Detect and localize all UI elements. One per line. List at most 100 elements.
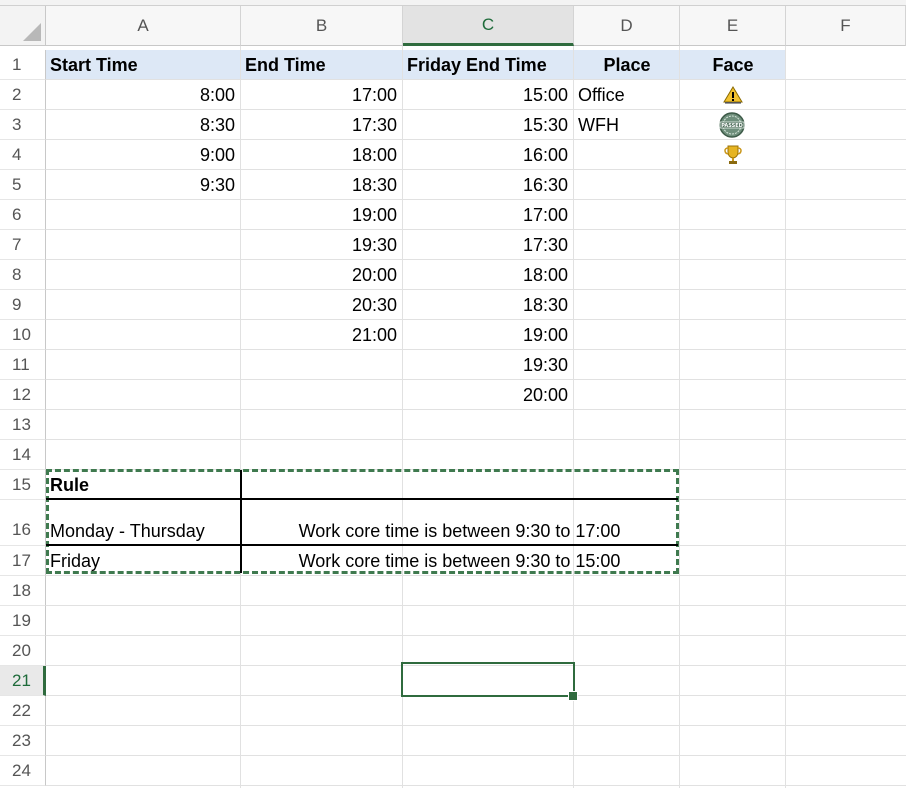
- rule-day-mon-thu[interactable]: Monday - Thursday: [50, 521, 205, 541]
- copy-marquee-border: [46, 469, 679, 574]
- header-face[interactable]: Face: [712, 55, 754, 75]
- cell-c3[interactable]: 15:30: [522, 115, 568, 135]
- gridline: [46, 785, 906, 786]
- rule-day-friday[interactable]: Friday: [50, 551, 101, 571]
- rule-title[interactable]: Rule: [50, 475, 90, 495]
- row-header-7[interactable]: 7: [0, 230, 46, 260]
- cell-c10[interactable]: 19:00: [522, 325, 568, 345]
- warning-icon: [718, 80, 748, 110]
- cell-a2[interactable]: 8:00: [199, 85, 235, 105]
- cell-b10[interactable]: 21:00: [351, 325, 397, 345]
- gridline: [46, 725, 906, 726]
- gridline: [785, 46, 786, 788]
- cell-b6[interactable]: 19:00: [351, 205, 397, 225]
- header-start-time[interactable]: Start Time: [50, 55, 138, 75]
- row-header-4[interactable]: 4: [0, 140, 46, 170]
- gridline: [46, 635, 906, 636]
- gridline: [573, 46, 574, 788]
- gridline: [46, 319, 906, 320]
- rule-table-border: [46, 498, 678, 500]
- cell-b3[interactable]: 17:30: [351, 115, 397, 135]
- rule-text-mon-thu[interactable]: Work core time is between 9:30 to 17:00: [298, 521, 621, 541]
- fill-handle[interactable]: [568, 691, 578, 701]
- gridline: [46, 665, 906, 666]
- gridline: [46, 379, 906, 380]
- cell-c2[interactable]: 15:00: [522, 85, 568, 105]
- row-header-8[interactable]: 8: [0, 260, 46, 290]
- row-header-21[interactable]: 21: [0, 666, 46, 696]
- row-header-16[interactable]: 16: [0, 500, 46, 546]
- row-header-13[interactable]: 13: [0, 410, 46, 440]
- row-header-23[interactable]: 23: [0, 726, 46, 756]
- cell-c12[interactable]: 20:00: [522, 385, 568, 405]
- row-header-12[interactable]: 12: [0, 380, 46, 410]
- cell-b4[interactable]: 18:00: [351, 145, 397, 165]
- gridline: [402, 46, 403, 788]
- gridline: [46, 605, 906, 606]
- gridline: [46, 169, 906, 170]
- gridline: [46, 575, 906, 576]
- row-header-14[interactable]: 14: [0, 440, 46, 470]
- row-header-2[interactable]: 2: [0, 80, 46, 110]
- row-header-5[interactable]: 5: [0, 170, 46, 200]
- header-row-fill: [46, 50, 786, 79]
- select-all-corner[interactable]: [0, 6, 46, 46]
- row-header-17[interactable]: 17: [0, 546, 46, 576]
- cell-b8[interactable]: 20:00: [351, 265, 397, 285]
- rule-text-friday[interactable]: Work core time is between 9:30 to 15:00: [298, 551, 621, 571]
- cell-c9[interactable]: 18:30: [522, 295, 568, 315]
- cell-b9[interactable]: 20:30: [351, 295, 397, 315]
- gridline: [46, 499, 906, 500]
- cell-c4[interactable]: 16:00: [522, 145, 568, 165]
- header-friday-end-time[interactable]: Friday End Time: [407, 55, 547, 75]
- gridline: [46, 439, 906, 440]
- trophy-icon: [718, 140, 748, 170]
- cell-c5[interactable]: 16:30: [522, 175, 568, 195]
- cell-b5[interactable]: 18:30: [351, 175, 397, 195]
- row-header-22[interactable]: 22: [0, 696, 46, 726]
- gridline: [46, 409, 906, 410]
- row-header-24[interactable]: 24: [0, 756, 46, 786]
- rule-table-divider: [240, 470, 242, 573]
- passed-badge-icon: PASSED: [717, 110, 747, 140]
- row-header-6[interactable]: 6: [0, 200, 46, 230]
- header-place[interactable]: Place: [603, 55, 651, 75]
- gridline: [46, 545, 906, 546]
- column-header-e[interactable]: E: [680, 6, 786, 46]
- row-header-9[interactable]: 9: [0, 290, 46, 320]
- row-header-10[interactable]: 10: [0, 320, 46, 350]
- column-header-c[interactable]: C: [403, 6, 574, 46]
- cell-a3[interactable]: 8:30: [199, 115, 235, 135]
- gridline: [240, 46, 241, 788]
- gridline: [679, 46, 680, 788]
- column-header-d[interactable]: D: [574, 6, 680, 46]
- cell-c6[interactable]: 17:00: [522, 205, 568, 225]
- row-header-1[interactable]: 1: [0, 50, 46, 80]
- row-header-19[interactable]: 19: [0, 606, 46, 636]
- cell-d2[interactable]: Office: [578, 85, 625, 105]
- column-header-f[interactable]: F: [786, 6, 906, 46]
- cell-c8[interactable]: 18:00: [522, 265, 568, 285]
- cell-d3[interactable]: WFH: [578, 115, 619, 135]
- gridline: [46, 109, 906, 110]
- active-cell-selection[interactable]: [401, 662, 575, 697]
- cell-a4[interactable]: 9:00: [199, 145, 235, 165]
- row-header-20[interactable]: 20: [0, 636, 46, 666]
- cell-b7[interactable]: 19:30: [351, 235, 397, 255]
- row-header-15[interactable]: 15: [0, 470, 46, 500]
- cell-c7[interactable]: 17:30: [522, 235, 568, 255]
- cell-b2[interactable]: 17:00: [351, 85, 397, 105]
- column-header-a[interactable]: A: [46, 6, 241, 46]
- cell-a5[interactable]: 9:30: [199, 175, 235, 195]
- row-header-18[interactable]: 18: [0, 576, 46, 606]
- header-end-time[interactable]: End Time: [245, 55, 326, 75]
- column-header-b[interactable]: B: [241, 6, 403, 46]
- gridline: [46, 259, 906, 260]
- cell-c11[interactable]: 19:30: [522, 355, 568, 375]
- gridline: [46, 349, 906, 350]
- gridline: [46, 289, 906, 290]
- select-all-triangle-icon: [23, 23, 41, 41]
- gridline: [46, 199, 906, 200]
- row-header-3[interactable]: 3: [0, 110, 46, 140]
- row-header-11[interactable]: 11: [0, 350, 46, 380]
